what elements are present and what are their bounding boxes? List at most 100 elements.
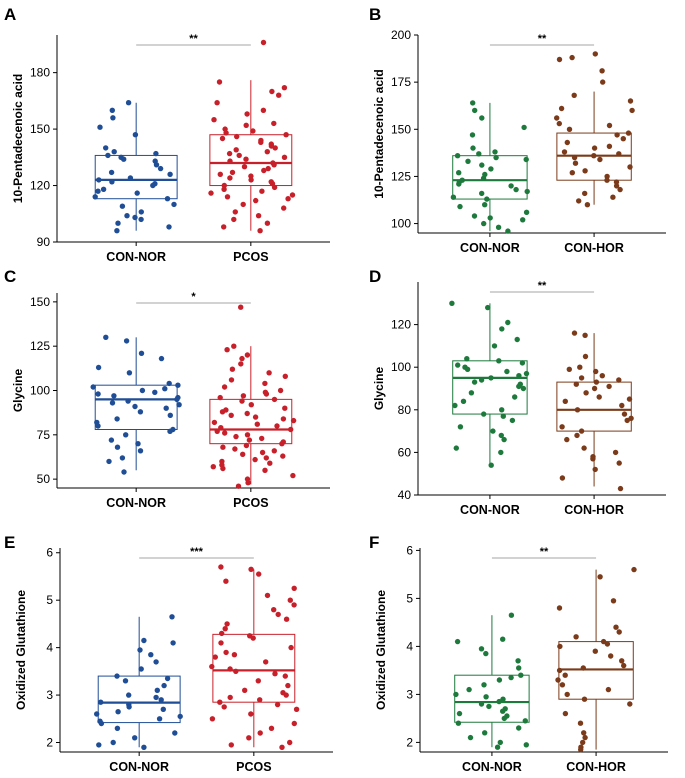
panel-e-pcos-point bbox=[246, 735, 252, 741]
panel-d-con-hor-point bbox=[616, 377, 622, 383]
panel-a-con-nor-point bbox=[171, 201, 177, 208]
panel-a-con-nor-point bbox=[111, 149, 117, 155]
panel-a-pcos-category-label: PCOS bbox=[233, 250, 268, 264]
panel-a-pcos-point bbox=[221, 186, 227, 192]
panel-d-y-tick-label: 40 bbox=[398, 488, 412, 502]
panel-b-con-hor-point bbox=[591, 153, 597, 159]
panel-d-con-nor-point bbox=[498, 449, 504, 456]
panel-e-pcos-point bbox=[263, 659, 269, 665]
panel-b-con-nor-point bbox=[472, 107, 478, 114]
panel-b-con-hor-point bbox=[564, 139, 570, 146]
panel-c: C 50 75 100 125 150 Glycine CON-NOR PCOS * bbox=[4, 267, 330, 510]
panel-e-pcos-point bbox=[209, 716, 216, 722]
panel-f-con-hor-point bbox=[559, 682, 566, 688]
panel-b-con-hor-point bbox=[582, 168, 588, 174]
panel-b-y-tick-label: 175 bbox=[391, 75, 411, 89]
panel-f-con-hor-point bbox=[631, 566, 637, 573]
panel-f-con-hor-point bbox=[581, 696, 588, 702]
panel-f-con-nor-point bbox=[496, 698, 502, 705]
panel-b-y-tick-label: 200 bbox=[391, 28, 411, 42]
panel-c-pcos-point bbox=[252, 414, 259, 420]
panel-e-con-nor-point bbox=[172, 730, 178, 736]
panel-b-con-nor-point bbox=[508, 183, 514, 189]
panel-f-letter: F bbox=[369, 533, 379, 552]
panel-c-con-nor-point bbox=[109, 400, 116, 406]
panel-a-con-nor-point bbox=[167, 171, 173, 177]
panel-d-con-hor-point bbox=[621, 411, 628, 417]
panel-f-con-hor-point bbox=[562, 710, 569, 717]
panel-c-pcos-point bbox=[235, 483, 242, 489]
panel-f-con-hor-point bbox=[577, 720, 584, 726]
panel-b-con-hor-point bbox=[572, 160, 579, 166]
panel-e-pcos-point bbox=[293, 706, 300, 712]
panel-d-con-hor-point bbox=[624, 417, 630, 424]
panel-e-con-nor-point bbox=[153, 659, 159, 665]
panel-a-y-tick-label: 180 bbox=[30, 66, 50, 80]
panel-a-con-nor-point bbox=[105, 152, 111, 159]
panel-e-con-nor-point bbox=[137, 647, 143, 653]
panel-e-con-nor-point bbox=[141, 744, 147, 750]
panel-c-pcos-point bbox=[224, 347, 230, 353]
panel-c-pcos-point bbox=[233, 433, 239, 440]
panel-f-con-hor-point bbox=[613, 624, 619, 630]
panel-b-con-hor-point bbox=[613, 179, 620, 185]
panel-a-pcos-point bbox=[271, 184, 278, 191]
panel-b-con-hor-point bbox=[591, 145, 598, 151]
panel-c-pcos-point bbox=[244, 432, 251, 438]
panel-f-con-hor-point bbox=[597, 574, 603, 580]
panel-b-con-hor-point bbox=[571, 92, 577, 99]
panel-a-con-nor-point bbox=[97, 124, 103, 130]
panel-b-con-nor-category-label: CON-NOR bbox=[460, 241, 520, 255]
panel-a-pcos-point bbox=[232, 209, 238, 215]
panel-a-pcos-point bbox=[260, 39, 267, 46]
panel-d-con-nor-point bbox=[471, 379, 478, 385]
panel-c-pcos-point bbox=[254, 421, 260, 427]
panel-c-pcos-point bbox=[228, 412, 234, 418]
panel-f: F 2 3 4 5 6 Oxidized Glutathione CON-NOR CON-HOR… bbox=[369, 533, 668, 774]
panel-b-con-nor-point bbox=[456, 170, 462, 176]
panel-d-con-nor-point bbox=[499, 407, 505, 413]
panel-a-pcos-point bbox=[264, 149, 270, 155]
panel-a-con-nor-point bbox=[150, 182, 156, 189]
panel-e-pcos-point bbox=[285, 682, 291, 689]
panel-c-pcos-point bbox=[220, 444, 226, 450]
panel-c-pcos-point bbox=[282, 405, 288, 411]
panel-d-con-nor-point bbox=[453, 445, 459, 451]
panel-c-pcos-point bbox=[259, 449, 266, 456]
panel-b-con-hor-point bbox=[616, 151, 622, 157]
panel-e-pcos-point bbox=[264, 592, 271, 599]
panel-e-con-nor-point bbox=[98, 699, 104, 705]
panel-b-con-hor-point bbox=[606, 143, 613, 149]
panel-e-con-nor-point bbox=[94, 711, 100, 717]
panel-b-con-hor-point bbox=[569, 170, 575, 176]
panel-f-y-tick-label: 6 bbox=[406, 543, 413, 557]
panel-d-significance-label: ** bbox=[538, 280, 547, 292]
panel-d-letter: D bbox=[369, 267, 381, 286]
panel-a-pcos-point bbox=[227, 175, 233, 181]
panel-b-con-nor-point bbox=[465, 158, 471, 164]
panel-a-con-nor-point bbox=[109, 107, 116, 114]
panel-e-con-nor-point bbox=[114, 673, 120, 679]
panel-b-con-nor-point bbox=[480, 175, 487, 181]
panel-c-con-nor-category-label: CON-NOR bbox=[106, 496, 166, 510]
panel-d-con-hor-point bbox=[574, 432, 580, 439]
panel-c-con-nor-point bbox=[135, 441, 141, 447]
panel-e-pcos-point bbox=[291, 602, 297, 608]
panel-c-con-nor-point bbox=[132, 403, 138, 410]
panel-f-con-nor-point bbox=[522, 718, 528, 724]
panel-d-con-hor-point bbox=[626, 396, 633, 402]
panel-c-con-nor-point bbox=[123, 432, 129, 438]
panel-b-significance-label: ** bbox=[538, 33, 547, 45]
panel-f-con-nor-point bbox=[497, 739, 503, 746]
panel-d-con-nor-point bbox=[498, 432, 504, 439]
panel-c-pcos-point bbox=[259, 435, 265, 442]
panel-e-con-nor-point bbox=[96, 742, 102, 748]
panel-e-pcos-point bbox=[275, 611, 281, 618]
panel-e-pcos-point bbox=[233, 668, 239, 674]
panel-f-y-tick-label: 5 bbox=[406, 591, 413, 605]
panel-a-con-nor-point bbox=[134, 190, 140, 196]
panel-c-pcos-point bbox=[280, 416, 287, 422]
panel-d-con-nor-point bbox=[516, 373, 522, 379]
panel-c-con-nor-point bbox=[167, 428, 173, 434]
panel-c-pcos-point bbox=[280, 453, 286, 459]
